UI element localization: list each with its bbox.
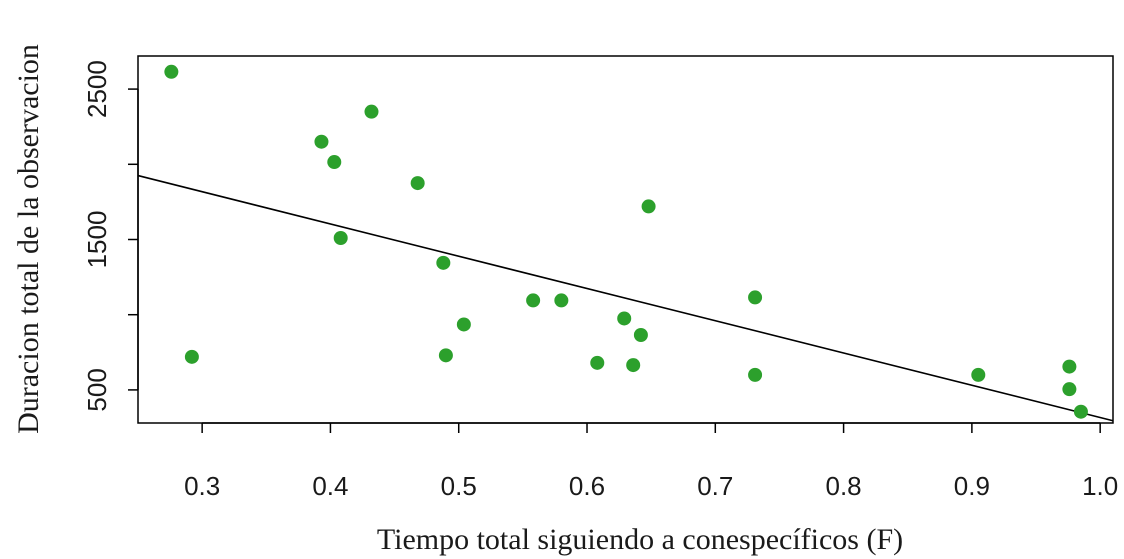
x-axis: 0.3 0.4 0.5 0.6 0.7 0.8 0.9 1.0 bbox=[184, 422, 1118, 501]
regression-line bbox=[137, 174, 1114, 422]
data-point bbox=[327, 155, 342, 170]
y-axis: 500 1500 2500 bbox=[82, 60, 139, 412]
data-point bbox=[554, 293, 569, 308]
x-tick-label: 0.6 bbox=[569, 471, 605, 501]
data-point bbox=[438, 348, 453, 363]
x-tick-label: 1.0 bbox=[1082, 471, 1118, 501]
data-point bbox=[314, 134, 329, 149]
x-tick-label: 0.4 bbox=[312, 471, 348, 501]
data-point bbox=[410, 176, 425, 191]
y-tick-label: 2500 bbox=[82, 60, 112, 118]
x-axis-title: Tiempo total siguiendo a conespecíficos … bbox=[377, 523, 903, 556]
data-point bbox=[526, 293, 541, 308]
data-point bbox=[436, 255, 451, 270]
data-point bbox=[364, 104, 379, 119]
data-point bbox=[748, 367, 763, 382]
y-tick-label: 1500 bbox=[82, 211, 112, 269]
data-point bbox=[164, 64, 179, 79]
data-point bbox=[971, 367, 986, 382]
data-point bbox=[1062, 382, 1077, 397]
data-point bbox=[590, 355, 605, 370]
x-tick-label: 0.5 bbox=[441, 471, 477, 501]
data-point bbox=[456, 317, 471, 332]
data-point bbox=[633, 328, 648, 343]
data-point bbox=[748, 290, 763, 305]
data-point bbox=[1062, 359, 1077, 374]
y-axis-title: Duracion total de la observacion bbox=[12, 44, 45, 434]
data-point bbox=[184, 349, 199, 364]
y-tick-label: 500 bbox=[82, 368, 112, 411]
x-tick-label: 0.7 bbox=[697, 471, 733, 501]
data-point bbox=[333, 230, 348, 245]
data-point bbox=[641, 199, 656, 214]
data-point bbox=[1073, 404, 1088, 419]
plot-frame bbox=[137, 55, 1114, 424]
marks-layer bbox=[137, 64, 1114, 422]
data-point bbox=[617, 311, 632, 326]
x-tick-label: 0.3 bbox=[184, 471, 220, 501]
x-tick-label: 0.8 bbox=[826, 471, 862, 501]
data-point bbox=[626, 358, 641, 373]
x-tick-label: 0.9 bbox=[954, 471, 990, 501]
